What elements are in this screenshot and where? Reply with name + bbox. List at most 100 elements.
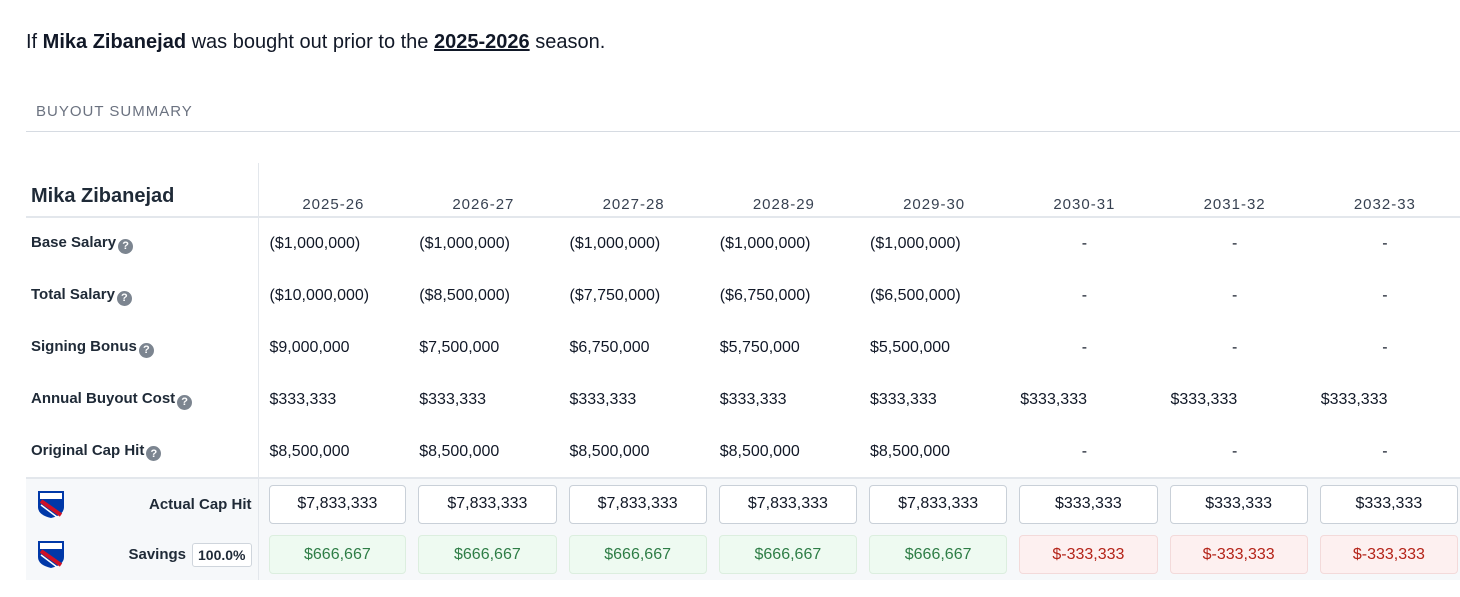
table-cell: ($1,000,000): [870, 235, 961, 252]
intro-season-link[interactable]: 2025-2026: [433, 31, 530, 53]
table-cell: -: [1382, 442, 1388, 460]
intro-prefix: If: [26, 31, 43, 53]
help-icon[interactable]: ?: [146, 446, 162, 462]
year-header: 2026-27: [408, 163, 559, 218]
table-cell: -: [1231, 287, 1238, 304]
table-cell: -: [1382, 339, 1388, 356]
savings-value: $-333,333: [1169, 535, 1308, 574]
actual-cap-hit-value: $7,833,333: [268, 484, 407, 524]
table-cell: $8,500,000: [569, 442, 650, 460]
table-cell: -: [1081, 339, 1088, 356]
table-cell: $333,333: [1320, 391, 1388, 408]
table-cell: -: [1231, 339, 1238, 356]
table-row-actual-cap-hit: Actual Cap Hit $7,833,333 $7,833,333 $7,…: [26, 477, 1460, 529]
savings-value: $666,667: [268, 535, 407, 574]
savings-value: $666,667: [418, 535, 557, 574]
table-cell: ($1,000,000): [719, 235, 811, 252]
row-label-text: Annual Buyout Cost: [31, 390, 176, 408]
table-row-total-salary: Total Salary? ($10,000,000) ($8,500,000)…: [26, 270, 1460, 322]
table-cell: $8,500,000: [870, 442, 951, 460]
actual-cap-hit-value: $7,833,333: [718, 484, 857, 524]
table-cell: ($1,000,000): [419, 235, 510, 252]
actual-cap-hit-value: $7,833,333: [869, 484, 1008, 524]
intro-player-name: Mika Zibanejad: [42, 31, 187, 53]
table-cell: -: [1081, 442, 1088, 460]
table-cell: $333,333: [569, 391, 637, 408]
row-label-text: Total Salary: [31, 286, 115, 304]
section-title: BUYOUT SUMMARY: [36, 103, 193, 120]
table-cell: $8,500,000: [719, 442, 800, 460]
row-label-text: Signing Bonus: [31, 338, 137, 356]
actual-cap-hit-value: $333,333: [1319, 484, 1458, 524]
table-header-row: Mika Zibanejad 2025-26 2026-27 2027-28 2…: [26, 163, 1460, 218]
table-cell: $333,333: [419, 391, 486, 408]
new-york-rangers-logo-icon: [38, 491, 64, 518]
help-icon[interactable]: ?: [118, 238, 134, 254]
table-cell: ($8,500,000): [419, 287, 510, 304]
table-cell: ($1,000,000): [569, 235, 661, 252]
actual-cap-hit-value: $7,833,333: [418, 484, 557, 524]
table-player-name: Mika Zibanejad: [26, 163, 259, 218]
table-cell: ($1,000,000): [269, 235, 361, 252]
year-header: 2025-26: [258, 163, 409, 218]
table-cell: $5,750,000: [719, 339, 800, 356]
table-cell: $7,500,000: [419, 339, 500, 356]
actual-cap-hit-label: Actual Cap Hit: [148, 495, 252, 513]
new-york-rangers-logo-icon: [38, 541, 64, 568]
table-cell: -: [1081, 287, 1088, 304]
year-header: 2027-28: [558, 163, 709, 218]
year-header: 2028-29: [708, 163, 859, 218]
table-cell: ($6,500,000): [870, 287, 961, 304]
row-label: Signing Bonus?: [26, 322, 259, 374]
year-header: 2031-32: [1159, 163, 1310, 218]
table-cell: -: [1081, 235, 1088, 252]
savings-label: Savings: [128, 546, 187, 563]
table-cell: ($6,750,000): [719, 287, 811, 304]
table-cell: -: [1231, 235, 1238, 252]
table-cell: $333,333: [269, 391, 337, 408]
actual-cap-hit-value: $333,333: [1019, 484, 1158, 524]
savings-value: $-333,333: [1019, 535, 1158, 574]
table-cell: ($10,000,000): [269, 287, 370, 304]
savings-value: $666,667: [718, 535, 857, 574]
year-header: 2032-33: [1309, 163, 1460, 218]
help-icon[interactable]: ?: [116, 290, 132, 306]
row-label: Annual Buyout Cost?: [26, 374, 259, 426]
table-cell: $333,333: [1020, 391, 1087, 408]
table-cell: $333,333: [870, 391, 937, 408]
table-cell: $333,333: [1170, 391, 1238, 408]
intro-middle: was bought out prior to the: [186, 31, 434, 53]
table-cell: $9,000,000: [269, 339, 350, 356]
table-cell: -: [1382, 287, 1388, 304]
section-divider: [26, 131, 1460, 132]
table-row-annual-buyout-cost: Annual Buyout Cost? $333,333 $333,333 $3…: [26, 374, 1460, 426]
row-label: Total Salary?: [26, 270, 259, 322]
table-cell: $8,500,000: [269, 442, 350, 460]
buyout-intro-text: If Mika Zibanejad was bought out prior t…: [26, 31, 605, 54]
row-label: Actual Cap Hit: [26, 477, 259, 529]
row-label: Savings 100.0%: [26, 529, 259, 580]
table-cell: $8,500,000: [419, 442, 500, 460]
table-cell: -: [1231, 442, 1238, 460]
table-cell: ($7,750,000): [569, 287, 661, 304]
savings-percent-badge: 100.0%: [192, 542, 252, 567]
table-cell: -: [1382, 235, 1388, 252]
row-label: Base Salary?: [26, 217, 259, 270]
savings-value: $-333,333: [1319, 535, 1458, 574]
help-icon[interactable]: ?: [138, 342, 154, 358]
table-row-signing-bonus: Signing Bonus? $9,000,000 $7,500,000 $6,…: [26, 322, 1460, 374]
actual-cap-hit-value: $7,833,333: [568, 484, 707, 524]
table-cell: $5,500,000: [870, 339, 951, 356]
table-cell: $6,750,000: [569, 339, 650, 356]
row-label: Original Cap Hit?: [26, 426, 259, 478]
buyout-summary-table: Mika Zibanejad 2025-26 2026-27 2027-28 2…: [26, 163, 1460, 580]
table-row-original-cap-hit: Original Cap Hit? $8,500,000 $8,500,000 …: [26, 426, 1460, 478]
year-header: 2030-31: [1009, 163, 1160, 218]
table-cell: $333,333: [719, 391, 787, 408]
intro-suffix: season.: [529, 31, 606, 53]
actual-cap-hit-value: $333,333: [1169, 484, 1308, 524]
row-label-text: Base Salary: [31, 234, 117, 252]
row-label-text: Original Cap Hit: [31, 441, 145, 459]
table-row-base-salary: Base Salary? ($1,000,000) ($1,000,000) (…: [26, 217, 1460, 270]
help-icon[interactable]: ?: [177, 394, 193, 410]
